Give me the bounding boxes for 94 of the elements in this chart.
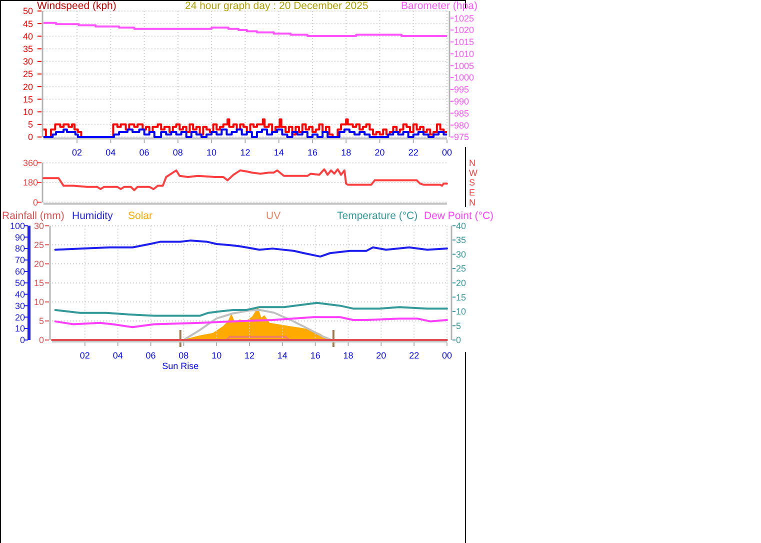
- y2-tick-label: 5: [456, 320, 462, 331]
- x-tick-label: 06: [146, 350, 156, 360]
- line-series: [54, 316, 448, 328]
- x-tick-label: 06: [139, 148, 150, 158]
- y-tick-label: 0: [28, 132, 33, 142]
- x-tick-label: 08: [172, 148, 183, 158]
- x-tick-label: 00: [442, 148, 452, 158]
- y-tick-label: 20: [22, 82, 33, 92]
- y-tick-label: 25: [22, 69, 33, 80]
- y-tick-label: 180: [22, 178, 38, 188]
- x-tick-label: 22: [409, 350, 420, 360]
- line-series: [54, 240, 448, 258]
- y2-tick-label: 10: [456, 306, 466, 317]
- ref-line-label: Sun Rise: [162, 361, 199, 371]
- x-tick-label: 20: [376, 350, 386, 360]
- y-tick-label: 20: [34, 258, 44, 269]
- x-tick-label: 20: [374, 148, 385, 158]
- y2-tick-label: 1010: [454, 48, 474, 59]
- x-tick-label: 12: [240, 148, 250, 158]
- y-tick-label: 5: [28, 120, 33, 130]
- text: Temperature (°C): [337, 210, 418, 222]
- x-tick-label: 14: [277, 350, 288, 360]
- x-tick-label: 18: [341, 148, 352, 158]
- y-tick-label: 35: [22, 44, 33, 54]
- y2-tick-label: 1000: [454, 72, 474, 83]
- text: S: [469, 178, 476, 188]
- y2-tick-label: 0: [456, 335, 462, 346]
- x-tick-label: 02: [80, 350, 90, 360]
- y2-tick-label: 25: [456, 264, 466, 274]
- y2-tick-label: 1020: [454, 25, 474, 36]
- line-series: [42, 168, 448, 192]
- y-tick-label: 5: [38, 316, 44, 326]
- y3-tick-label: 100: [10, 220, 25, 231]
- y-tick-label: 30: [34, 220, 44, 231]
- y-tick-label: 15: [34, 278, 44, 288]
- text: Solar: [128, 210, 154, 222]
- x-tick-label: 04: [106, 148, 116, 158]
- x-tick-label: 08: [178, 350, 189, 360]
- y-tick-label: 25: [34, 240, 44, 250]
- x-tick-label: 16: [310, 350, 320, 360]
- x-tick-label: 14: [274, 148, 284, 158]
- text: W: [469, 168, 478, 178]
- x-tick-label: 22: [408, 148, 418, 158]
- y-tick-label: 15: [22, 94, 33, 104]
- text: N: [469, 158, 476, 168]
- y2-tick-label: 985: [454, 108, 470, 118]
- y2-tick-label: 35: [456, 235, 466, 246]
- y-tick-label: 10: [22, 106, 33, 117]
- text: UV: [266, 210, 281, 222]
- y3-tick-label: 70: [14, 255, 25, 266]
- text: Rainfall (mm): [2, 210, 64, 222]
- y-tick-label: 40: [22, 31, 33, 42]
- y2-tick-label: 1025: [454, 13, 474, 24]
- y3-tick-label: 30: [14, 300, 25, 311]
- y-tick-label: 30: [22, 56, 33, 67]
- text: N: [469, 197, 476, 208]
- y2-tick-label: 975: [454, 132, 470, 142]
- x-tick-label: 10: [212, 350, 222, 360]
- y2-tick-label: 20: [456, 278, 466, 288]
- y3-tick-label: 10: [14, 324, 25, 334]
- text: Dew Point (°C): [424, 210, 494, 222]
- y2-axis-title: Barometer (hpa): [401, 0, 478, 12]
- y3-tick-label: 90: [14, 232, 25, 242]
- x-tick-label: 10: [206, 148, 217, 158]
- y2-tick-label: 1005: [454, 60, 474, 71]
- y3-tick-label: 60: [14, 266, 25, 277]
- y2-tick-label: 990: [454, 96, 470, 106]
- x-tick-label: 12: [244, 350, 255, 360]
- y-tick-label: 45: [22, 18, 33, 29]
- chart-title: 24 hour graph day : 20 December 2025: [185, 0, 368, 12]
- y-tick-label: 0: [32, 197, 38, 208]
- y2-tick-label: 40: [456, 220, 466, 231]
- y-tick-label: 10: [34, 297, 44, 308]
- y2-tick-label: 980: [454, 120, 470, 130]
- y2-tick-label: 995: [454, 84, 470, 95]
- y-tick-label: 360: [22, 158, 38, 168]
- y2-tick-label: 15: [456, 292, 466, 302]
- y-axis-title: Windspeed (kph): [37, 0, 116, 12]
- x-tick-label: 18: [343, 350, 354, 360]
- y2-tick-label: 30: [456, 249, 466, 260]
- line-series: [54, 302, 448, 317]
- y3-tick-label: 80: [14, 244, 25, 254]
- text: E: [469, 188, 476, 198]
- x-tick-label: 02: [72, 148, 82, 158]
- y-tick-label: 50: [22, 6, 33, 16]
- y-tick-label: 0: [38, 335, 44, 346]
- x-tick-label: 16: [307, 148, 318, 158]
- text: Humidity: [72, 210, 114, 222]
- y3-tick-label: 50: [14, 278, 25, 288]
- y2-tick-label: 1015: [454, 37, 474, 48]
- y3-tick-label: 40: [14, 289, 25, 300]
- x-tick-label: 04: [112, 350, 123, 360]
- y3-tick-label: 20: [14, 312, 25, 322]
- x-tick-label: 00: [442, 350, 452, 360]
